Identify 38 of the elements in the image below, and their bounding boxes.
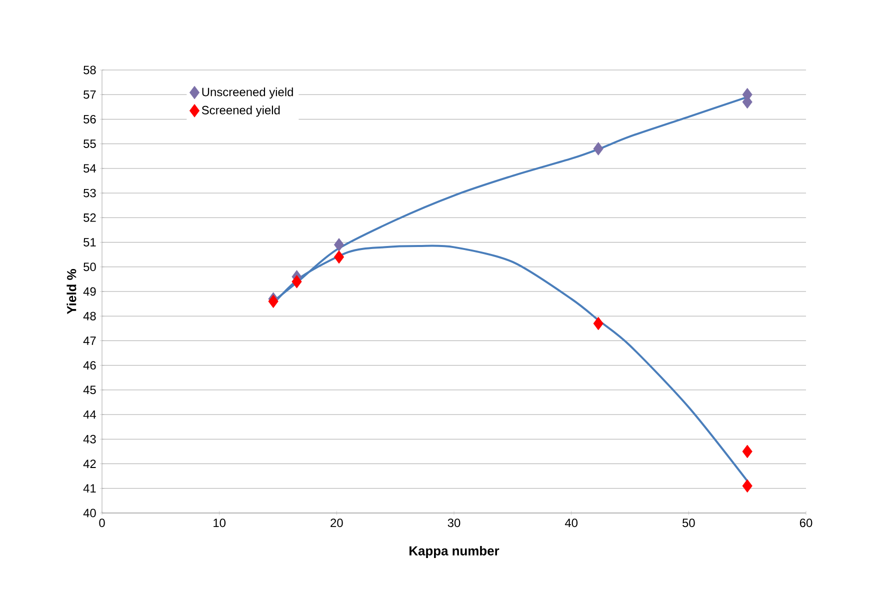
y-tick-label: 44 xyxy=(83,410,96,419)
y-tick-label: 56 xyxy=(84,114,96,124)
y-tick-label: 48 xyxy=(83,312,96,320)
x-axis-title: Kappa number xyxy=(410,546,500,558)
y-tick-label: 53 xyxy=(84,188,96,198)
y-tick-label: 49 xyxy=(83,287,96,296)
point xyxy=(593,316,604,330)
x-tick-label: 30 xyxy=(448,518,460,528)
y-tick-label: 41 xyxy=(83,484,96,492)
y-tick-label: 51 xyxy=(84,238,96,246)
point xyxy=(742,444,752,458)
point xyxy=(292,274,302,288)
y-tick-label: 50 xyxy=(84,262,96,272)
point xyxy=(268,294,278,308)
x-tick-label: 40 xyxy=(564,518,578,528)
y-tick-label: 58 xyxy=(84,66,96,74)
y-tick-label: 43 xyxy=(83,434,96,444)
point xyxy=(593,142,604,156)
y-tick-label: 40 xyxy=(83,508,96,518)
point xyxy=(742,479,752,493)
legend-label: Screened yield xyxy=(202,106,280,117)
point xyxy=(334,238,344,252)
y-tick-label: 45 xyxy=(83,386,96,394)
x-tick-label: 0 xyxy=(99,518,105,528)
y-tick-label: 54 xyxy=(84,164,96,173)
x-tick-label: 50 xyxy=(682,518,695,528)
x-tick-label: 20 xyxy=(330,518,343,528)
y-tick-label: 55 xyxy=(84,140,96,148)
legend-label: Unscreened yield xyxy=(202,87,293,99)
point xyxy=(334,250,344,264)
x-tick-label: 10 xyxy=(214,518,226,528)
x-tick-label: 60 xyxy=(800,518,812,528)
y-tick-label: 47 xyxy=(83,336,96,345)
y-tick-label: 46 xyxy=(83,361,96,370)
y-tick-label: 57 xyxy=(84,90,96,99)
y-axis-title: Yield % xyxy=(66,269,76,314)
y-tick-label: 52 xyxy=(84,213,96,222)
y-tick-label: 42 xyxy=(83,460,96,468)
